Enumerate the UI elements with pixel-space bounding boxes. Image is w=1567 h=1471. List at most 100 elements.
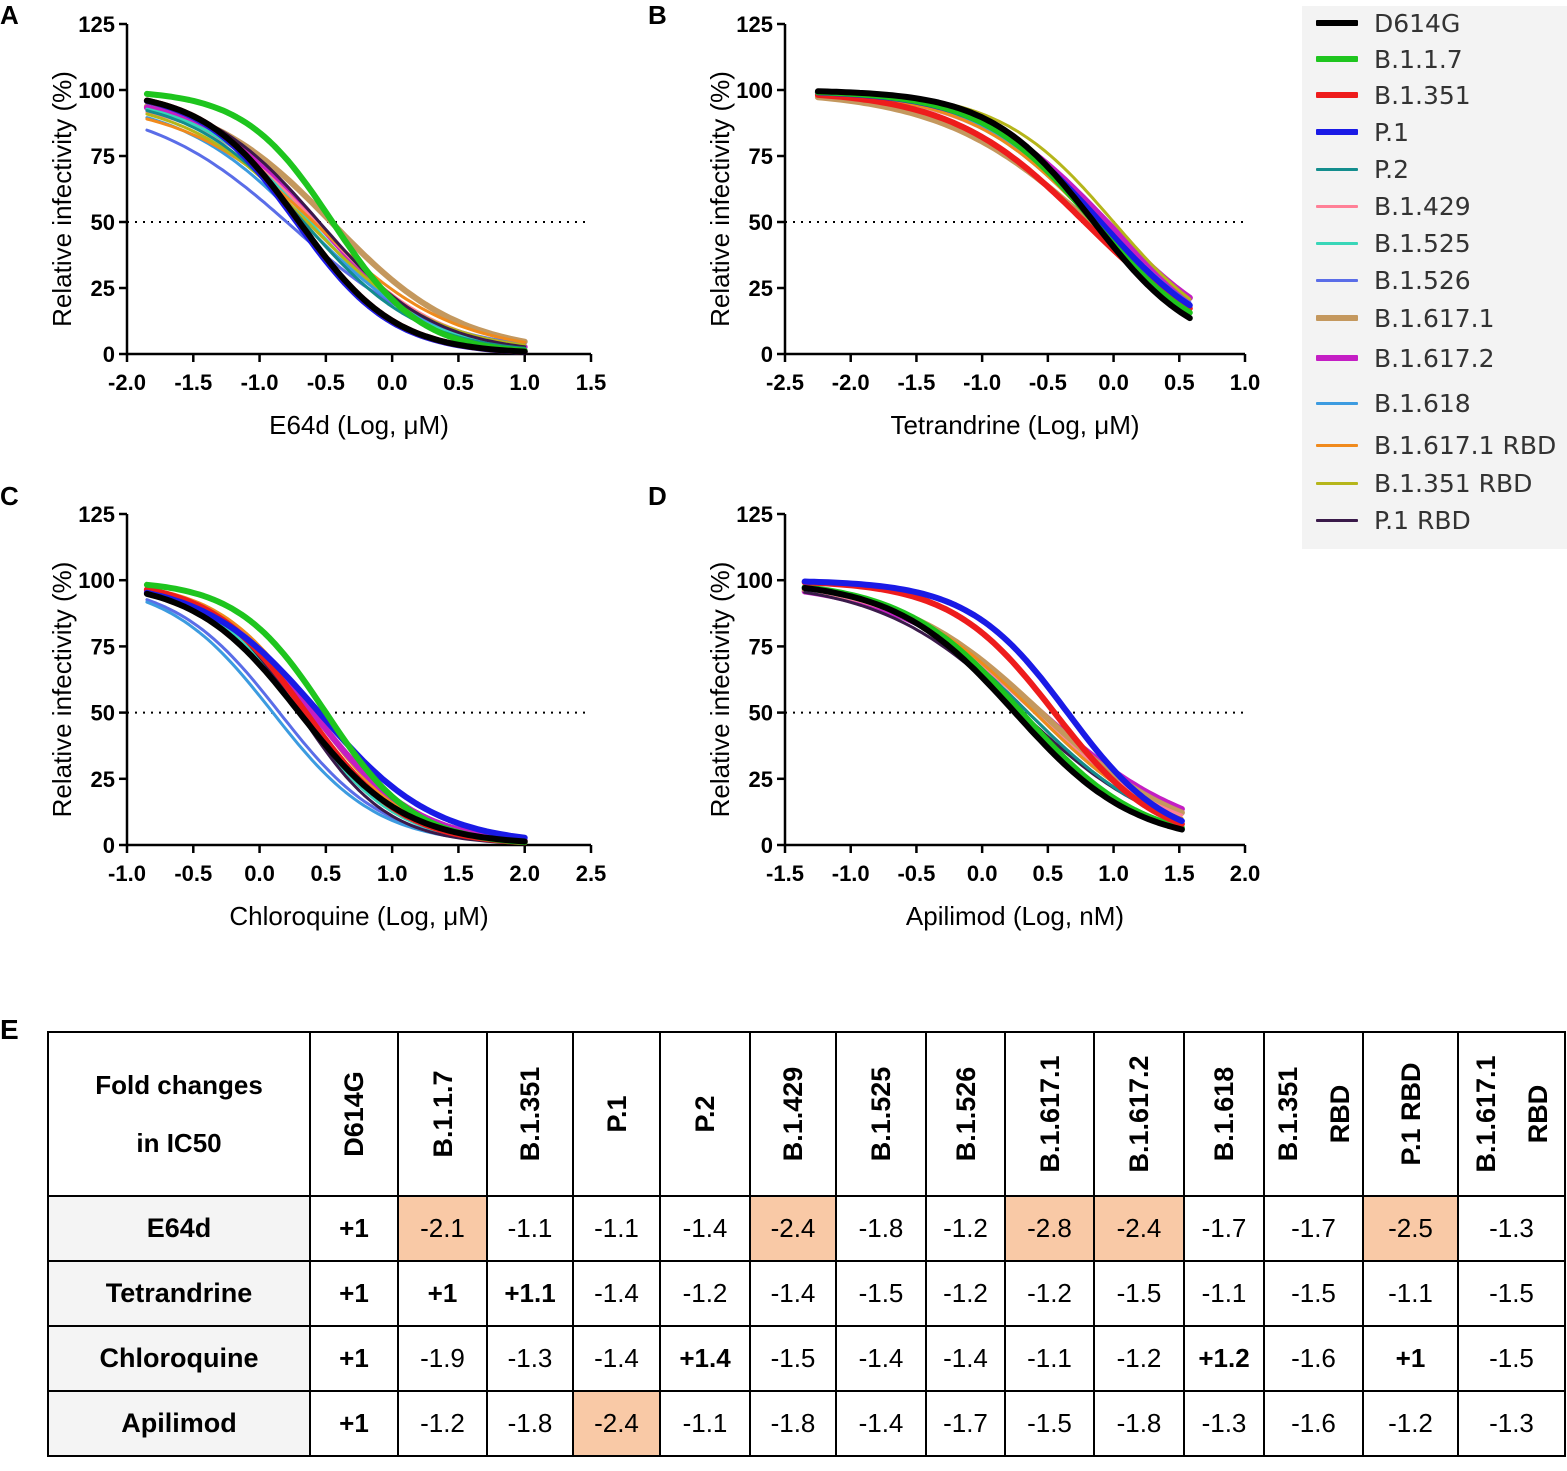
column-header-text: B.1.429 bbox=[778, 1066, 808, 1162]
table-cell: -1.8 bbox=[835, 1195, 927, 1262]
table-cell: -2.8 bbox=[1004, 1195, 1095, 1262]
table-column-header: B.1.526 bbox=[925, 1031, 1006, 1197]
table-header-line: Fold changes bbox=[95, 1070, 263, 1100]
table-cell: -1.5 bbox=[1457, 1260, 1566, 1327]
y-tick-label: 125 bbox=[736, 502, 773, 527]
legend-swatch bbox=[1316, 481, 1358, 485]
column-header-text: B.1.526 bbox=[950, 1066, 981, 1162]
legend-swatch bbox=[1316, 204, 1358, 208]
table-cell: -2.4 bbox=[572, 1390, 661, 1457]
y-tick-label: 50 bbox=[91, 210, 115, 235]
panel-label: A bbox=[0, 0, 19, 30]
x-axis-label: E64d (Log, μM) bbox=[269, 410, 449, 440]
figure-canvas: A 0 25 50 75 100 125 -2.0 -1.5 -1.0 -0.5 0.0 0.5 1.0 1… bbox=[0, 0, 1261, 931]
table-cell: -1.6 bbox=[1263, 1390, 1364, 1457]
x-tick-label: 0.0 bbox=[967, 861, 998, 886]
table-cell: -1.3 bbox=[1183, 1390, 1265, 1457]
y-tick-label: 50 bbox=[749, 701, 773, 726]
x-tick-label: 0.5 bbox=[1164, 370, 1195, 395]
table-cell: -1.2 bbox=[397, 1390, 488, 1457]
x-axis-label: Chloroquine (Log, μM) bbox=[229, 901, 488, 931]
y-tick-label: 0 bbox=[761, 342, 773, 367]
table-cell: -1.7 bbox=[925, 1390, 1006, 1457]
table-cell: -1.9 bbox=[397, 1325, 488, 1392]
table-column-header: B.1.617.1 bbox=[1004, 1031, 1095, 1197]
legend-label: B.1.617.1 RBD bbox=[1374, 430, 1557, 460]
column-header-text: B.1.525 bbox=[866, 1066, 896, 1162]
x-tick-label: 0.0 bbox=[377, 370, 408, 395]
legend-label: B.1.618 bbox=[1374, 388, 1471, 418]
table-cell: -1.2 bbox=[1093, 1325, 1185, 1392]
table-cell: -1.4 bbox=[835, 1325, 927, 1392]
curve-b-1-351-rbd bbox=[145, 112, 527, 347]
x-tick-label: -2.0 bbox=[832, 370, 870, 395]
y-tick-label: 75 bbox=[749, 144, 773, 169]
table-cell: +1 bbox=[309, 1325, 399, 1392]
legend-label: B.1.525 bbox=[1374, 228, 1471, 258]
legend-item: B.1.526 bbox=[1316, 265, 1471, 295]
table-cell: -1.3 bbox=[486, 1325, 574, 1392]
ic50-fold-change-table: Fold changes in IC50 D614G B.1.1.7 B.1.351 P.… bbox=[47, 1031, 1566, 1457]
x-tick-label: -1.0 bbox=[108, 861, 146, 886]
y-tick-label: 75 bbox=[91, 634, 115, 659]
curve-b-1-617-2 bbox=[143, 587, 528, 844]
column-header-text: P.1 bbox=[601, 1095, 632, 1133]
curve-d614g bbox=[814, 88, 1193, 322]
x-tick-label: 1.5 bbox=[443, 861, 474, 886]
table-cell: +1.4 bbox=[659, 1325, 751, 1392]
legend-label: B.1.351 RBD bbox=[1374, 468, 1533, 498]
y-axis-label: Relative infectivity (%) bbox=[47, 71, 77, 327]
column-header-text: P.1 RBD bbox=[1395, 1062, 1426, 1166]
y-tick-label: 75 bbox=[749, 634, 773, 659]
legend-item: B.1.617.2 bbox=[1316, 343, 1495, 373]
table-cell: -2.1 bbox=[397, 1195, 488, 1262]
table-cell: +1.2 bbox=[1183, 1325, 1265, 1392]
panel-label: D bbox=[648, 481, 667, 511]
table-cell: -1.7 bbox=[1183, 1195, 1265, 1262]
column-header-text: RBD bbox=[1522, 1084, 1553, 1144]
x-tick-label: -0.5 bbox=[174, 861, 212, 886]
legend-item: B.1.351 bbox=[1316, 80, 1471, 110]
y-tick-label: 125 bbox=[78, 502, 115, 527]
table-cell: +1 bbox=[309, 1195, 399, 1262]
legend-label: B.1.617.2 bbox=[1374, 343, 1495, 373]
y-tick-label: 100 bbox=[78, 568, 115, 593]
legend-label: B.1.1.7 bbox=[1374, 44, 1463, 74]
table-cell: -1.1 bbox=[1183, 1260, 1265, 1327]
table-column-header: B.1.1.7 bbox=[397, 1031, 488, 1197]
legend-item: B.1.617.1 RBD bbox=[1316, 430, 1556, 460]
y-tick-label: 50 bbox=[749, 210, 773, 235]
curve-d614g bbox=[801, 585, 1185, 833]
x-tick-label: -1.5 bbox=[897, 370, 935, 395]
legend-swatch bbox=[1316, 278, 1358, 282]
column-header-text: B.1.1.7 bbox=[427, 1070, 458, 1158]
curve-b-1-617-1 bbox=[143, 587, 528, 844]
x-tick-label: -0.5 bbox=[897, 861, 935, 886]
table-cell: -1.6 bbox=[1263, 1325, 1364, 1392]
legend-swatch bbox=[1316, 20, 1358, 26]
y-axis-label: Relative infectivity (%) bbox=[47, 562, 77, 818]
table-cell: -1.2 bbox=[925, 1260, 1006, 1327]
x-tick-label: -1.5 bbox=[766, 861, 804, 886]
table-cell: -1.8 bbox=[1093, 1390, 1185, 1457]
x-tick-label: -1.5 bbox=[174, 370, 212, 395]
table-cell: -1.2 bbox=[1362, 1390, 1459, 1457]
x-tick-label: 1.5 bbox=[1164, 861, 1195, 886]
table-column-header: B.1.351 RBD bbox=[1263, 1031, 1364, 1197]
legend-item: P.1 RBD bbox=[1316, 505, 1471, 535]
table-cell: -1.2 bbox=[659, 1260, 751, 1327]
legend-label: P.1 bbox=[1374, 117, 1410, 147]
table-cell: -1.5 bbox=[1004, 1390, 1095, 1457]
legend-item: B.1.429 bbox=[1316, 191, 1471, 221]
curve-p-1-rbd bbox=[145, 586, 527, 845]
table-row: Tetrandrine +1 +1 +1.1 -1.4 -1.2 -1.4 -1.5 -1.2-… bbox=[47, 1260, 1566, 1327]
legend-swatch bbox=[1316, 401, 1358, 405]
table-column-header: B.1.617.2 bbox=[1093, 1031, 1185, 1197]
curve-b-1-351 bbox=[801, 579, 1185, 828]
panel-label-e: E bbox=[0, 1014, 19, 1045]
x-tick-label: 2.0 bbox=[1230, 861, 1261, 886]
y-tick-label: 100 bbox=[736, 78, 773, 103]
y-tick-label: 0 bbox=[103, 342, 115, 367]
legend-swatch bbox=[1316, 167, 1358, 171]
table-cell: +1 bbox=[309, 1390, 399, 1457]
